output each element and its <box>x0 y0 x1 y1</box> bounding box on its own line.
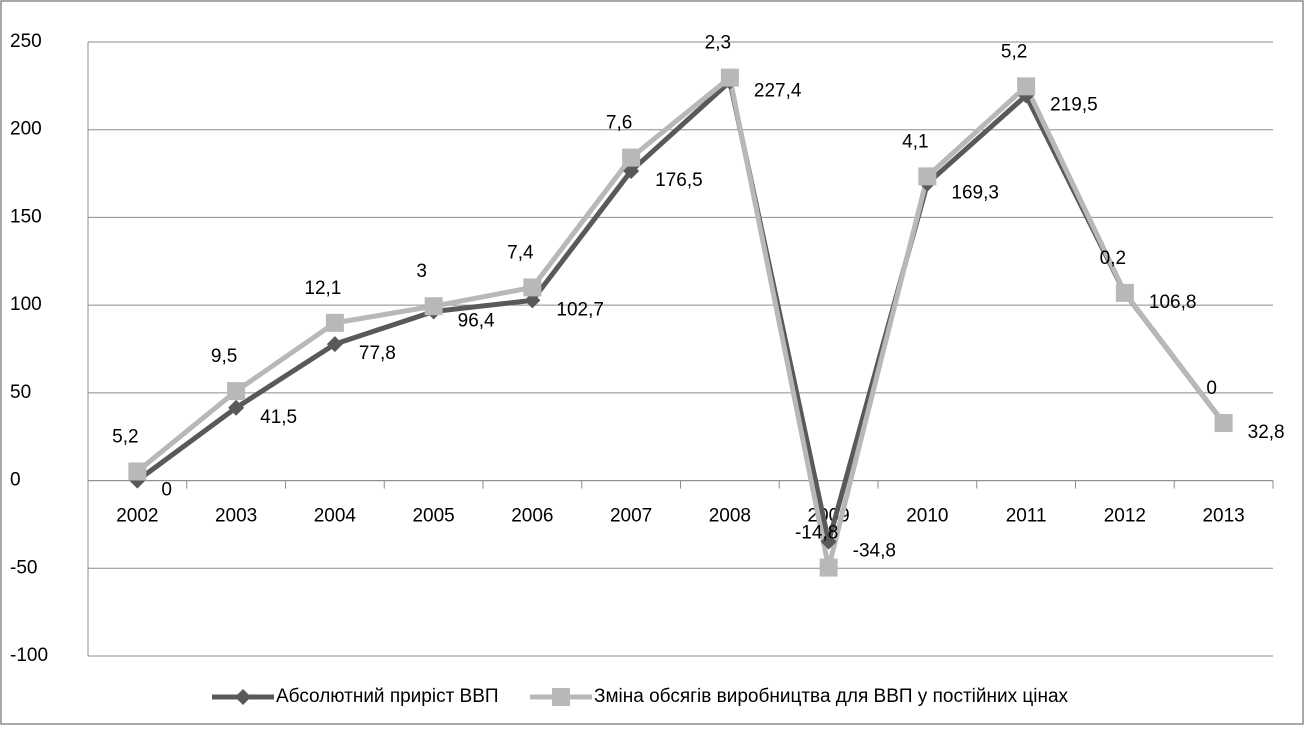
data-point <box>325 313 344 332</box>
data-label: 77,8 <box>359 343 396 364</box>
data-point <box>623 162 640 179</box>
data-label: 106,8 <box>1149 292 1197 313</box>
y-tick-label: 0 <box>10 470 21 491</box>
data-label: 0 <box>1206 378 1217 399</box>
data-point <box>128 462 147 481</box>
x-tick-label: 2011 <box>1006 506 1047 527</box>
data-label: 5,2 <box>1001 41 1027 62</box>
y-tick-label: 100 <box>10 294 42 315</box>
data-point <box>819 558 838 577</box>
x-tick-label: 2013 <box>1202 506 1244 527</box>
data-label: 176,5 <box>655 170 703 191</box>
data-point <box>523 278 542 297</box>
data-label: 219,5 <box>1050 95 1098 116</box>
data-label: -34,8 <box>853 541 896 562</box>
data-label: 0 <box>161 480 172 501</box>
legend-label: Абсолютний приріст ВВП <box>276 686 499 707</box>
data-label: 169,3 <box>951 183 999 204</box>
data-label: 96,4 <box>458 310 495 331</box>
x-tick-label: 2006 <box>511 506 553 527</box>
data-label: 4,1 <box>902 131 928 152</box>
data-point <box>720 68 739 87</box>
data-label: 9,5 <box>211 346 237 367</box>
data-label: 2,3 <box>705 33 731 54</box>
data-label: 7,4 <box>507 242 534 263</box>
data-label: 41,5 <box>260 407 297 428</box>
data-label: -14,8 <box>795 523 838 544</box>
x-tick-label: 2005 <box>412 506 454 527</box>
data-label: 5,2 <box>112 426 138 447</box>
data-point <box>1115 283 1134 302</box>
data-point <box>228 399 245 416</box>
x-tick-label: 2004 <box>314 506 357 527</box>
series-line <box>135 79 1226 545</box>
y-tick-label: 250 <box>10 31 42 52</box>
y-tick-label: -50 <box>10 557 37 578</box>
y-tick-label: -100 <box>10 645 48 666</box>
data-point <box>227 382 246 401</box>
y-tick-label: 50 <box>10 382 31 403</box>
series-line <box>135 75 1226 571</box>
data-point <box>622 148 641 167</box>
data-label: 7,6 <box>606 113 632 134</box>
data-point <box>820 533 837 550</box>
y-tick-label: 200 <box>10 119 42 140</box>
data-point <box>1017 77 1036 96</box>
data-label: 3 <box>416 261 427 282</box>
x-tick-label: 2012 <box>1104 506 1146 527</box>
y-tick-label: 150 <box>10 206 42 227</box>
data-label: 32,8 <box>1248 422 1285 443</box>
data-label: 102,7 <box>556 299 604 320</box>
data-point <box>1214 414 1233 433</box>
x-tick-label: 2007 <box>610 506 652 527</box>
data-label: 0,2 <box>1100 248 1126 269</box>
x-tick-label: 2002 <box>116 506 158 527</box>
legend-marker <box>235 689 251 705</box>
x-tick-label: 2008 <box>709 506 751 527</box>
data-point <box>326 336 343 353</box>
data-point <box>918 167 937 186</box>
data-label: 227,4 <box>754 81 802 102</box>
data-point <box>424 297 443 316</box>
x-tick-label: 2003 <box>215 506 257 527</box>
data-label: 12,1 <box>304 278 341 299</box>
x-tick-label: 2010 <box>906 506 948 527</box>
legend-label: Зміна обсягів виробництва для ВВП у пост… <box>594 686 1069 707</box>
legend-marker <box>552 688 570 706</box>
